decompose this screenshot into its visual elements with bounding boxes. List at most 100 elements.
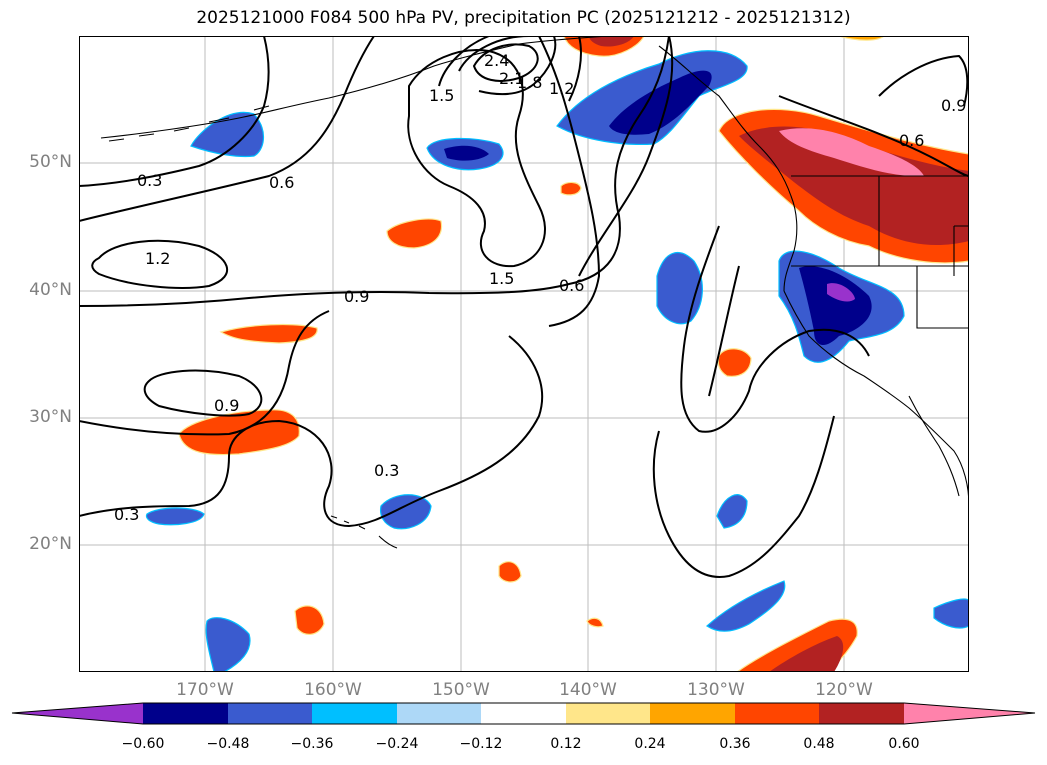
darkred-northwest-us bbox=[739, 126, 969, 246]
contour-0-6 bbox=[79, 36, 375, 222]
colorbar-segment bbox=[397, 703, 481, 724]
colorbar-tick: 0.36 bbox=[719, 736, 751, 752]
colorbar-tick: 0.48 bbox=[803, 736, 835, 752]
colorbar-segment bbox=[312, 703, 397, 724]
blue-blob-155w-22n bbox=[379, 494, 432, 530]
aleutians bbox=[108, 105, 270, 142]
blue-blob-165w-52n bbox=[190, 111, 264, 158]
darkblue-california bbox=[799, 266, 872, 346]
coastlines bbox=[100, 36, 969, 549]
colorbar-tick: −0.12 bbox=[459, 736, 503, 752]
orange-ne-corner bbox=[838, 36, 885, 41]
contour-0-6-ne bbox=[778, 95, 969, 177]
orange-140w-48n bbox=[560, 181, 582, 196]
lat-label-20n: 20°N bbox=[29, 534, 72, 554]
colorbar bbox=[11, 702, 1036, 725]
contour-label: 2.4 bbox=[484, 51, 509, 70]
lon-label-170w: 170°W bbox=[176, 680, 234, 700]
colorbar-tick: 0.24 bbox=[634, 736, 666, 752]
contour-label: 1.5 bbox=[489, 269, 514, 288]
colorbar-tick: 0.12 bbox=[550, 736, 582, 752]
contour-0-3-south bbox=[79, 265, 740, 528]
colorbar-segment bbox=[735, 703, 819, 724]
contour-1-2-left bbox=[91, 239, 229, 289]
contour-label: 0.3 bbox=[114, 505, 139, 524]
colorbar-segment bbox=[12, 703, 143, 724]
orange-135w-35n bbox=[717, 348, 752, 377]
colorbar-segment bbox=[566, 703, 650, 724]
purple-california bbox=[827, 283, 855, 302]
contour-label: 1.5 bbox=[429, 86, 454, 105]
colorbar-tick: −0.24 bbox=[375, 736, 419, 752]
blue-blob-140w-40n bbox=[656, 251, 703, 325]
orange-162w-14n bbox=[294, 605, 325, 635]
lon-label-160w: 160°W bbox=[304, 680, 362, 700]
contour-1-2-north bbox=[438, 36, 582, 102]
pink-northwest-us bbox=[779, 128, 924, 177]
bc-coast bbox=[658, 45, 798, 292]
contour-0-9-sw-loop bbox=[143, 369, 263, 417]
positive-anomalies bbox=[178, 36, 969, 672]
contour-0-3-southeast bbox=[652, 415, 835, 578]
colorbar-segment bbox=[819, 703, 904, 724]
orange-139w-13n bbox=[586, 617, 604, 628]
blue-blob-112w-15n bbox=[933, 598, 969, 629]
darkblue-150w-50n bbox=[444, 145, 489, 161]
contour-label: 0.3 bbox=[137, 171, 162, 190]
blue-blob-175w-21n bbox=[145, 507, 205, 526]
negative-anomalies bbox=[145, 50, 969, 672]
contour-label: 0.6 bbox=[559, 276, 584, 295]
lon-label-150w: 150°W bbox=[432, 680, 490, 700]
contour-0-6-central bbox=[538, 36, 601, 327]
map-panel: 0.3 0.6 1.2 0.9 1.5 0.6 1.5 2.4 2.1 1.8 … bbox=[79, 36, 969, 672]
blue-blob-130w-22n bbox=[716, 494, 748, 529]
colorbar-tick: −0.36 bbox=[290, 736, 334, 752]
contour-0-6-east bbox=[578, 36, 870, 433]
baja-coast bbox=[908, 395, 960, 497]
lon-label-120w: 120°W bbox=[815, 680, 873, 700]
colorbar-segment bbox=[228, 703, 312, 724]
contour-label: 2.1 bbox=[499, 69, 524, 88]
darkred-125w-12n bbox=[769, 636, 844, 672]
blue-blob-128w-15n bbox=[706, 580, 786, 632]
contour-label: 0.3 bbox=[374, 461, 399, 480]
state-borders bbox=[791, 175, 969, 329]
colorbar-segment bbox=[481, 703, 566, 724]
contour-label: 0.9 bbox=[344, 287, 369, 306]
colorbar-tick: −0.60 bbox=[121, 736, 165, 752]
california-coast bbox=[783, 290, 969, 507]
hawaii-islands bbox=[330, 515, 398, 549]
blue-blob-168w-13n bbox=[205, 617, 251, 672]
orange-165w-37n bbox=[219, 323, 318, 344]
contour-0-9-east bbox=[878, 54, 969, 107]
colorbar-tick: 0.60 bbox=[888, 736, 920, 752]
contour-2-4-north bbox=[472, 43, 539, 82]
contour-label: 0.9 bbox=[214, 396, 239, 415]
contour-label: 1.2 bbox=[549, 79, 574, 98]
darkblue-gulf-alaska bbox=[609, 70, 712, 135]
contour-label: 0.6 bbox=[899, 131, 924, 150]
orange-147w-17n bbox=[498, 561, 522, 583]
lon-label-130w: 130°W bbox=[687, 680, 745, 700]
contour-0-3-north bbox=[79, 36, 270, 187]
lon-label-140w: 140°W bbox=[559, 680, 617, 700]
contour-label: 1.2 bbox=[145, 249, 170, 268]
lat-label-50n: 50°N bbox=[29, 152, 72, 172]
lat-label-40n: 40°N bbox=[29, 280, 72, 300]
contour-label: 0.6 bbox=[269, 173, 294, 192]
colorbar-segment bbox=[904, 703, 1035, 724]
alaska-coast bbox=[100, 36, 610, 139]
contour-1-5-center bbox=[407, 49, 546, 268]
colorbar-segment bbox=[650, 703, 735, 724]
contour-label: 0.9 bbox=[941, 96, 966, 115]
contour-label: 1.8 bbox=[517, 73, 542, 92]
colorbar-outline bbox=[11, 702, 1036, 725]
orange-155w-45n bbox=[386, 218, 443, 249]
darkred-northedge bbox=[589, 36, 634, 47]
lat-label-30n: 30°N bbox=[29, 407, 72, 427]
contour-labels: 0.3 0.6 1.2 0.9 1.5 0.6 1.5 2.4 2.1 1.8 … bbox=[114, 51, 966, 524]
contour-0-9-main bbox=[79, 36, 670, 307]
colorbar-segment bbox=[143, 703, 228, 724]
map-title: 2025121000 F084 500 hPa PV, precipitatio… bbox=[196, 8, 851, 28]
contour-0-9-sw bbox=[79, 310, 330, 436]
